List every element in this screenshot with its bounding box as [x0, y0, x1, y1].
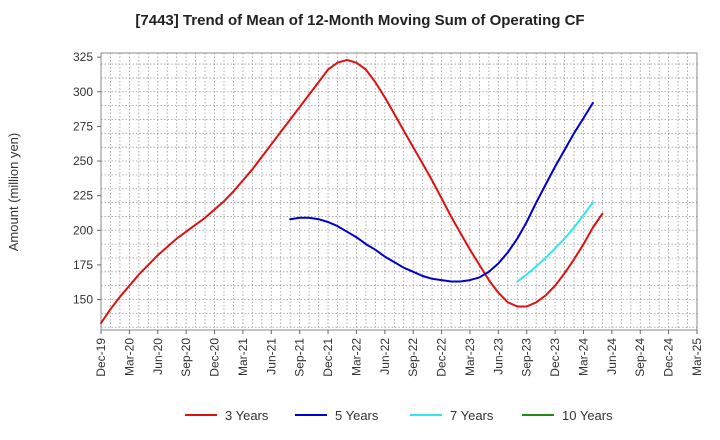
x-tick-label: Dec-24 — [662, 338, 676, 377]
legend-label: 3 Years — [225, 408, 269, 423]
x-tick-label: Sep-20 — [179, 338, 193, 377]
y-tick-label: 225 — [73, 189, 93, 203]
series-line-3-years — [100, 58, 604, 325]
y-axis-ticks: 150 175 200 225 250 275 300 325 — [73, 50, 101, 307]
x-tick-label: Jun-23 — [491, 338, 505, 375]
x-tick-label: Mar-25 — [690, 338, 704, 376]
y-tick-label: 175 — [73, 258, 93, 272]
series-lines — [100, 58, 604, 325]
x-tick-label: Sep-22 — [406, 338, 420, 377]
y-axis-label: Amount (million yen) — [6, 133, 21, 252]
series-line-5-years — [289, 101, 594, 283]
x-tick-label: Dec-20 — [208, 338, 222, 377]
y-tick-label: 150 — [73, 293, 93, 307]
chart-title: [7443] Trend of Mean of 12-Month Moving … — [135, 12, 585, 29]
x-tick-label: Jun-21 — [264, 338, 278, 375]
x-tick-label: Sep-23 — [520, 338, 534, 377]
legend-label: 10 Years — [562, 408, 613, 423]
x-axis-ticks: Dec-19 Mar-20 Jun-20 Sep-20 Dec-20 Mar-21 Jun-… — [94, 330, 704, 377]
y-tick-label: 200 — [73, 223, 93, 237]
x-tick-label: Jun-24 — [605, 338, 619, 375]
x-tick-label: Mar-24 — [576, 338, 590, 376]
x-tick-label: Mar-20 — [122, 338, 136, 376]
x-tick-label: Sep-21 — [293, 338, 307, 377]
y-tick-label: 250 — [73, 154, 93, 168]
grid-lines — [101, 53, 697, 330]
legend-label: 7 Years — [450, 408, 494, 423]
legend: 3 Years 5 Years 7 Years 10 Years — [185, 408, 613, 423]
x-tick-label: Dec-22 — [435, 338, 449, 377]
x-tick-label: Mar-22 — [349, 338, 363, 376]
y-tick-label: 275 — [73, 119, 93, 133]
x-tick-label: Jun-22 — [378, 338, 392, 375]
x-tick-label: Jun-20 — [151, 338, 165, 375]
x-tick-label: Sep-24 — [633, 338, 647, 377]
plot-area — [100, 52, 698, 331]
x-tick-label: Dec-19 — [94, 338, 108, 377]
series-line-7-years — [516, 201, 594, 283]
y-tick-label: 325 — [73, 50, 93, 64]
x-tick-label: Mar-21 — [236, 338, 250, 376]
legend-label: 5 Years — [335, 408, 379, 423]
y-tick-label: 300 — [73, 85, 93, 99]
x-tick-label: Mar-23 — [463, 338, 477, 376]
x-tick-label: Dec-23 — [548, 338, 562, 377]
x-tick-label: Dec-21 — [321, 338, 335, 377]
